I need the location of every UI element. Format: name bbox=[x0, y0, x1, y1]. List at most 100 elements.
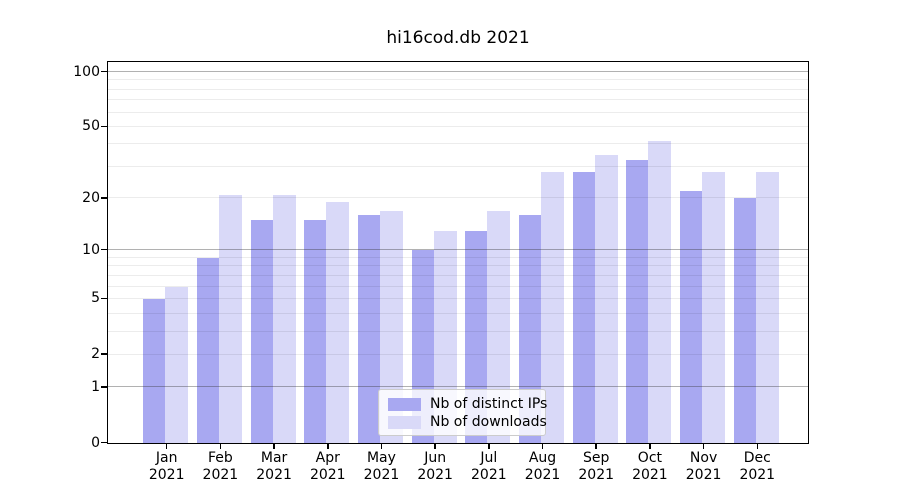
legend: Nb of distinct IPs Nb of downloads bbox=[378, 389, 547, 436]
minor-gridline-90 bbox=[108, 79, 808, 81]
minor-gridline-80 bbox=[108, 88, 808, 90]
x-tick-year: 2021 bbox=[471, 467, 507, 483]
x-tick-year: 2021 bbox=[309, 467, 346, 483]
minor-gridline-6 bbox=[108, 285, 808, 287]
x-tick-label-apr: Apr 2021 bbox=[298, 450, 358, 484]
bar-feb-distinct-ips bbox=[196, 257, 219, 443]
x-tick-label-mar: Mar 2021 bbox=[244, 450, 304, 484]
bar-may-downloads bbox=[379, 210, 403, 443]
x-tick-mark bbox=[165, 444, 168, 449]
y-tick-label-2: 2 bbox=[91, 346, 100, 363]
x-tick-mark bbox=[273, 444, 275, 449]
bar-nov-downloads bbox=[702, 172, 726, 443]
minor-gridline-60 bbox=[108, 111, 808, 113]
minor-gridline-4 bbox=[108, 312, 808, 314]
legend-item-downloads: Nb of downloads bbox=[388, 414, 547, 430]
bar-aug-downloads bbox=[541, 172, 565, 443]
y-tick-label-50: 50 bbox=[82, 118, 100, 135]
legend-swatch-distinct-ips bbox=[388, 397, 421, 411]
minor-gridline-7 bbox=[108, 274, 808, 276]
legend-swatch-downloads bbox=[388, 415, 421, 429]
minor-gridline-5 bbox=[108, 297, 808, 299]
chart-title: hi16cod.db 2021 bbox=[386, 28, 530, 48]
bar-oct-distinct-ips bbox=[626, 159, 649, 443]
y-tick-label-20: 20 bbox=[82, 189, 100, 206]
minor-gridline-2 bbox=[108, 353, 808, 355]
x-tick-mark bbox=[219, 444, 222, 449]
x-tick-year: 2021 bbox=[417, 467, 453, 483]
major-gridline-100 bbox=[108, 71, 808, 72]
legend-item-distinct-ips: Nb of distinct IPs bbox=[388, 396, 547, 412]
x-tick-label-nov: Nov 2021 bbox=[674, 450, 734, 484]
bar-jul-downloads bbox=[487, 210, 511, 443]
x-tick-mark bbox=[649, 444, 651, 449]
y-tick-mark bbox=[101, 197, 107, 199]
minor-gridline-9 bbox=[108, 256, 808, 258]
x-tick-label-sep: Sep 2021 bbox=[566, 450, 626, 484]
y-tick-mark bbox=[101, 441, 107, 444]
legend-label-downloads: Nb of downloads bbox=[430, 414, 547, 430]
y-tick-mark bbox=[101, 70, 107, 73]
x-tick-label-aug: Aug 2021 bbox=[513, 450, 573, 484]
minor-gridline-3 bbox=[108, 330, 808, 332]
y-tick-label-5: 5 bbox=[91, 290, 100, 307]
plot-area bbox=[107, 61, 809, 444]
x-tick-mark bbox=[702, 444, 705, 449]
minor-gridline-40 bbox=[108, 143, 808, 145]
y-tick-mark bbox=[101, 297, 107, 300]
x-tick-mark bbox=[327, 444, 329, 449]
bar-sep-downloads bbox=[594, 154, 618, 443]
bar-jan-downloads bbox=[165, 286, 189, 443]
x-tick-label-feb: Feb 2021 bbox=[190, 450, 250, 484]
x-tick-label-may: May 2021 bbox=[351, 450, 411, 484]
bar-mar-downloads bbox=[272, 194, 296, 443]
x-tick-year: 2021 bbox=[148, 467, 185, 483]
x-tick-year: 2021 bbox=[632, 467, 668, 483]
x-tick-label-oct: Oct 2021 bbox=[620, 450, 680, 484]
bar-dec-downloads bbox=[755, 172, 779, 443]
x-tick-mark bbox=[488, 444, 490, 449]
y-tick-label-10: 10 bbox=[82, 241, 100, 258]
minor-gridline-70 bbox=[108, 99, 808, 101]
x-tick-year: 2021 bbox=[202, 467, 239, 483]
x-tick-label-jan: Jan 2021 bbox=[137, 450, 197, 484]
minor-gridline-50 bbox=[108, 125, 808, 127]
bar-aug-distinct-ips bbox=[519, 215, 542, 443]
y-tick-label-1: 1 bbox=[91, 378, 100, 395]
x-tick-year: 2021 bbox=[739, 467, 776, 483]
y-tick-mark bbox=[101, 248, 107, 251]
y-tick-label-100: 100 bbox=[73, 63, 100, 80]
bar-mar-distinct-ips bbox=[250, 220, 273, 443]
bar-may-distinct-ips bbox=[357, 215, 380, 443]
bar-apr-downloads bbox=[326, 202, 350, 443]
y-tick-label-0: 0 bbox=[91, 434, 100, 451]
major-gridline-10 bbox=[108, 249, 808, 251]
major-gridline-1 bbox=[108, 386, 808, 388]
minor-gridline-30 bbox=[108, 165, 808, 167]
minor-gridline-20 bbox=[108, 197, 808, 199]
x-tick-mark bbox=[380, 444, 383, 449]
bar-feb-downloads bbox=[218, 194, 242, 443]
bar-nov-distinct-ips bbox=[680, 190, 703, 443]
bar-oct-downloads bbox=[648, 140, 672, 443]
x-tick-label-dec: Dec 2021 bbox=[727, 450, 787, 484]
y-tick-mark bbox=[101, 386, 107, 388]
y-tick-mark bbox=[101, 125, 107, 128]
y-tick-mark bbox=[101, 353, 107, 355]
x-tick-year: 2021 bbox=[578, 467, 615, 483]
minor-gridline-8 bbox=[108, 265, 808, 267]
x-tick-mark bbox=[595, 444, 597, 449]
x-tick-mark bbox=[541, 444, 544, 449]
x-tick-year: 2021 bbox=[256, 467, 292, 483]
x-tick-year: 2021 bbox=[524, 467, 561, 483]
x-tick-year: 2021 bbox=[685, 467, 722, 483]
x-tick-label-jun: Jun 2021 bbox=[405, 450, 465, 484]
x-tick-mark bbox=[756, 444, 759, 449]
bar-dec-distinct-ips bbox=[733, 198, 756, 443]
bar-apr-distinct-ips bbox=[304, 220, 327, 443]
legend-label-distinct-ips: Nb of distinct IPs bbox=[430, 396, 548, 412]
bar-sep-distinct-ips bbox=[572, 172, 595, 443]
bar-jan-distinct-ips bbox=[143, 298, 166, 443]
x-tick-year: 2021 bbox=[363, 467, 400, 483]
